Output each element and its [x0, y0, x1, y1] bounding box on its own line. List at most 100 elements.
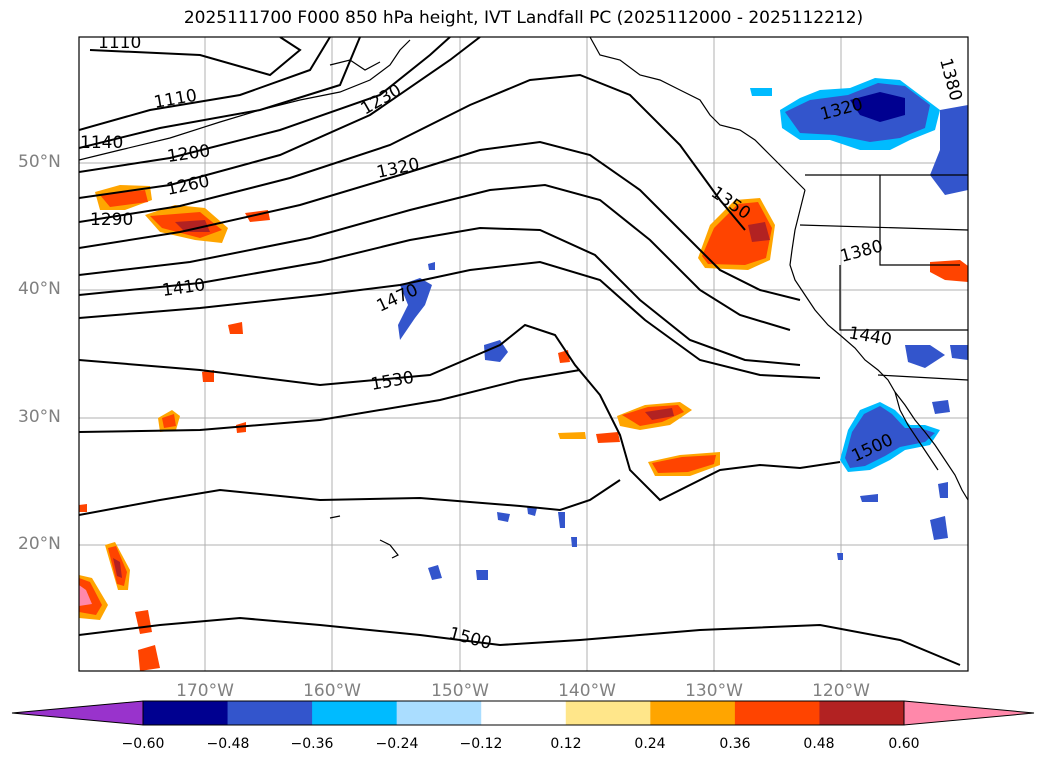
colorbar-tick-label: 0.48: [803, 736, 835, 752]
ivt-blob-mexico-1: [930, 516, 948, 540]
ivt-positive-regions: [79, 185, 968, 671]
colorbar-segment: [734, 701, 820, 725]
ivt-blob-west-pacific-2: [145, 205, 228, 243]
ivt-blob-small-6: [558, 432, 586, 439]
ivt-blob-tropical-west: [79, 575, 108, 620]
colorbar-segment: [565, 701, 651, 725]
colorbar-tick-label: −0.12: [459, 736, 503, 752]
lon-label-150w: 150°W: [431, 681, 489, 701]
height-contours: [79, 37, 961, 666]
ivt-blob-tropical-west-2: [105, 542, 130, 590]
colorbar-segment: [481, 701, 567, 725]
contour-1140: [79, 37, 361, 149]
ivt-blob-small-n11: [837, 553, 843, 560]
ivt-blob-small-n10: [428, 262, 435, 270]
alaska-bc-coast: [589, 37, 806, 191]
alaska-peninsula: [329, 59, 381, 71]
ivt-blob-small-n5: [476, 570, 488, 580]
ivt-blob-baja: [840, 402, 940, 472]
ivt-blob-central-2: [484, 340, 508, 362]
colorbar-segment: [143, 701, 229, 725]
ivt-blob-small-10: [79, 504, 87, 512]
us-mexico-border: [877, 374, 968, 381]
colorbar-tick-label: −0.24: [375, 736, 419, 752]
map-canvas: 1110 1110 1140 1200 1260 1290 1230 1320 …: [78, 33, 969, 672]
ivt-blob-small-n4: [428, 565, 442, 580]
ivt-blob-central-north: [398, 278, 432, 340]
colorbar-tick-label: 0.12: [550, 736, 582, 752]
contour-1350: [79, 140, 801, 301]
colorbar-tick-label: 0.60: [888, 736, 920, 752]
ivt-blob-subtropical-1: [617, 402, 692, 430]
ivt-blob-small-n8: [558, 512, 565, 528]
ivt-blob-central-1: [158, 410, 180, 432]
ivt-blob-small-n1: [750, 88, 772, 96]
colorbar-segment: [650, 701, 736, 725]
contour-1440: [79, 260, 821, 379]
ivt-blob-small-n3: [860, 494, 878, 502]
lon-label-170w: 170°W: [176, 681, 234, 701]
hawaii-nw-islands: [329, 515, 341, 519]
us-west-coast: [789, 189, 968, 501]
hawaiian-islands: [379, 539, 399, 559]
colorbar-extend-low: [12, 701, 143, 725]
lon-label-140w: 140°W: [558, 681, 616, 701]
coastlines: [79, 37, 968, 559]
contour-1230: [79, 37, 481, 199]
colorbar-tick-label: 0.24: [634, 736, 666, 752]
baja-peninsula: [894, 391, 939, 471]
colorbar-tick-label: −0.60: [121, 736, 165, 752]
ivt-blob-small-n2: [932, 400, 950, 414]
aleutian-chain: [79, 39, 411, 161]
contour-1470: [79, 323, 841, 502]
contour-1500: [79, 616, 961, 666]
plot-frame: [78, 36, 969, 672]
ivt-blob-small-3: [202, 370, 214, 382]
contour-1500-inner: [79, 479, 621, 516]
ivt-blob-small-n7: [527, 506, 537, 516]
ivt-blob-interior-canada: [930, 105, 968, 195]
lon-label-160w: 160°W: [303, 681, 361, 701]
ivt-blob-socal-1: [905, 345, 945, 368]
ivt-blob-small-5: [596, 432, 620, 443]
colorbar-tick-label: 0.36: [719, 736, 751, 752]
ivt-blob-mexico-2: [938, 482, 948, 498]
lon-label-120w: 120°W: [812, 681, 870, 701]
contour-1110-top: [89, 37, 302, 77]
lat-label-40n: 40°N: [18, 279, 61, 299]
colorbar-tick-label: −0.48: [206, 736, 250, 752]
contour-label: 1290: [90, 210, 133, 230]
colorbar-outline-right: [903, 700, 1035, 726]
state-borders-2: [799, 224, 968, 231]
colorbar: [11, 700, 1035, 726]
ivt-blob-small-9: [138, 645, 160, 671]
ivt-blob-small-n9: [571, 537, 577, 547]
map-title: 2025111700 F000 850 hPa height, IVT Land…: [183, 8, 864, 28]
lon-label-130w: 130°W: [685, 681, 743, 701]
state-borders-3: [839, 265, 968, 331]
colorbar-segment: [312, 701, 398, 725]
lat-label-30n: 30°N: [18, 407, 61, 427]
contour-1320: [79, 73, 746, 231]
contour-label: 1140: [80, 133, 123, 153]
ivt-negative-regions: [398, 78, 968, 580]
ivt-blob-socal-2: [950, 345, 968, 360]
ivt-blob-subtropical-2: [648, 452, 720, 476]
contour-1110: [79, 37, 331, 131]
colorbar-tick-label: −0.36: [290, 736, 334, 752]
colorbar-segment: [396, 701, 482, 725]
colorbar-segment: [227, 701, 313, 725]
contour-label: 1110: [98, 33, 141, 53]
lat-label-20n: 20°N: [18, 534, 61, 554]
contour-1200: [79, 37, 451, 173]
ivt-blob-small-2: [228, 322, 243, 334]
lat-label-50n: 50°N: [18, 152, 61, 172]
ivt-blob-bc-coast: [780, 78, 940, 150]
state-borders-1: [879, 175, 960, 266]
contour-1410: [79, 226, 801, 366]
colorbar-extend-high: [904, 701, 1034, 725]
colorbar-segment: [819, 701, 905, 725]
contour-1530: [79, 369, 581, 433]
ivt-blob-small-n6: [497, 512, 510, 522]
contour-1380: [79, 183, 791, 331]
